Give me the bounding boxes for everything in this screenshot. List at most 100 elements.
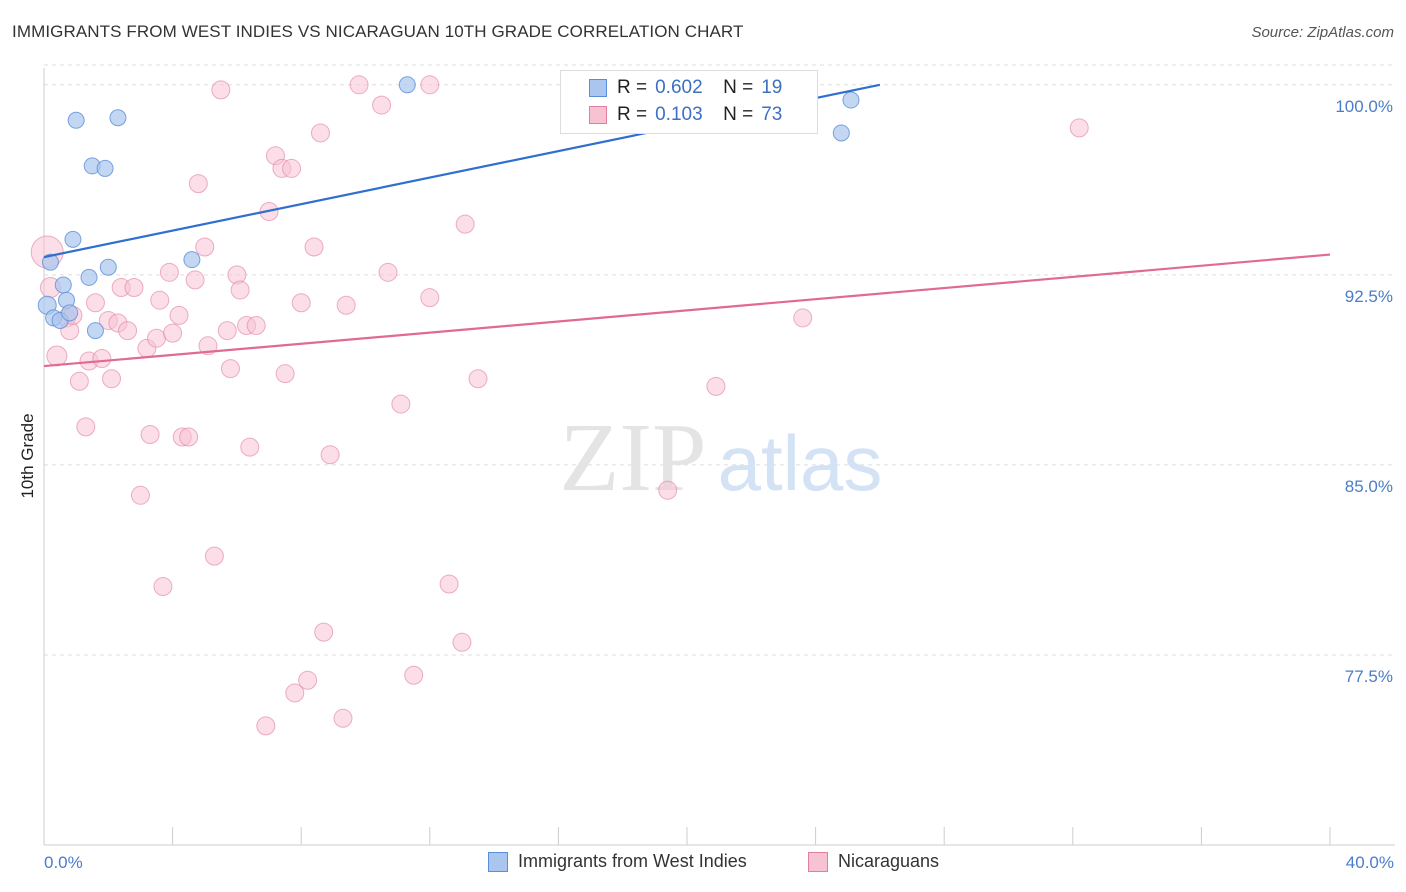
data-point-west-indies — [109, 109, 127, 127]
legend-swatch-blue — [488, 851, 508, 872]
n-label: N = — [723, 104, 754, 125]
data-point-nicaraguans — [150, 290, 170, 310]
legend-swatch-pink — [808, 851, 828, 872]
data-point-nicaraguans — [124, 278, 144, 298]
data-point-west-indies — [832, 124, 850, 142]
data-point-west-indies — [54, 276, 72, 294]
data-point-nicaraguans — [204, 546, 224, 566]
r-label: R = — [617, 104, 648, 125]
data-point-nicaraguans — [230, 280, 250, 300]
data-point-nicaraguans — [220, 359, 240, 379]
legend-label: Nicaraguans — [838, 851, 940, 871]
data-point-west-indies — [61, 304, 79, 322]
data-point-nicaraguans — [291, 293, 311, 313]
data-point-nicaraguans — [452, 632, 472, 652]
data-point-nicaraguans — [336, 295, 356, 315]
y-tick-label: 77.5% — [1344, 666, 1393, 686]
data-point-nicaraguans — [320, 445, 340, 465]
data-point-west-indies — [86, 322, 104, 340]
chart-title: IMMIGRANTS FROM WEST INDIES VS NICARAGUA… — [12, 22, 744, 41]
data-point-nicaraguans — [195, 237, 215, 257]
data-point-nicaraguans — [102, 369, 122, 389]
data-point-nicaraguans — [211, 80, 231, 100]
n-value: 73 — [761, 104, 783, 125]
data-point-nicaraguans — [439, 574, 459, 594]
axes — [43, 68, 1395, 846]
correlation-legend: R = 0.602 N = 19 R = 0.103 N = 73 — [560, 70, 818, 134]
watermark: ZIP atlas — [560, 404, 883, 512]
data-point-nicaraguans — [185, 270, 205, 290]
data-point-west-indies — [398, 76, 416, 94]
data-point-west-indies — [96, 159, 114, 177]
data-point-nicaraguans — [298, 670, 318, 690]
legend-item-west-indies[interactable]: Immigrants from West Indies — [488, 851, 747, 872]
west-indies-points — [37, 76, 860, 340]
trend-line-nicaraguans — [43, 253, 1331, 368]
y-tick-label: 100.0% — [1335, 96, 1393, 116]
data-point-nicaraguans — [179, 427, 199, 447]
data-point-nicaraguans — [455, 214, 475, 234]
data-point-nicaraguans — [378, 262, 398, 282]
data-point-west-indies — [41, 253, 59, 271]
data-point-nicaraguans — [147, 328, 167, 348]
grid-lines — [44, 64, 1395, 656]
data-point-nicaraguans — [85, 293, 105, 313]
data-point-nicaraguans — [404, 665, 424, 685]
data-point-nicaraguans — [314, 622, 334, 642]
data-point-nicaraguans — [188, 174, 208, 194]
data-point-nicaraguans — [246, 316, 266, 336]
x-tick-min: 0.0% — [44, 853, 83, 872]
data-point-nicaraguans — [468, 369, 488, 389]
data-point-nicaraguans — [198, 336, 218, 356]
data-point-nicaraguans — [349, 75, 369, 95]
watermark-atlas: atlas — [718, 419, 883, 507]
data-point-nicaraguans — [420, 288, 440, 308]
data-point-west-indies — [80, 268, 98, 286]
y-tick-label: 85.0% — [1344, 476, 1393, 496]
n-value: 19 — [761, 77, 783, 98]
data-point-nicaraguans — [159, 262, 179, 282]
data-point-nicaraguans — [118, 321, 138, 341]
data-point-nicaraguans — [217, 321, 237, 341]
data-point-west-indies — [842, 91, 860, 109]
watermark-zip: ZIP — [560, 404, 707, 512]
nicaraguans-points — [30, 75, 1089, 736]
data-point-nicaraguans — [285, 683, 305, 703]
data-point-nicaraguans — [153, 577, 173, 597]
data-point-nicaraguans — [333, 708, 353, 728]
legend-item-nicaraguans[interactable]: Nicaraguans — [808, 851, 939, 872]
data-point-nicaraguans — [793, 308, 813, 328]
data-point-nicaraguans — [76, 417, 96, 437]
data-point-west-indies — [64, 230, 82, 248]
data-point-nicaraguans — [140, 424, 160, 444]
legend-swatch-pink — [589, 106, 607, 124]
x-tick-max: 40.0% — [1345, 853, 1394, 872]
data-point-nicaraguans — [372, 95, 392, 115]
r-label: R = — [617, 77, 648, 98]
r-value: 0.103 — [655, 104, 703, 125]
data-point-nicaraguans — [275, 364, 295, 384]
data-point-nicaraguans — [256, 716, 276, 736]
data-point-nicaraguans — [240, 437, 260, 457]
data-point-nicaraguans — [92, 348, 112, 368]
data-point-nicaraguans — [658, 480, 678, 500]
n-label: N = — [723, 77, 754, 98]
data-point-nicaraguans — [304, 237, 324, 257]
data-point-west-indies — [67, 111, 85, 129]
legend-row-west-indies: R = 0.602 N = 19 — [561, 75, 782, 101]
data-point-nicaraguans — [163, 323, 183, 343]
y-tick-label: 92.5% — [1344, 286, 1393, 306]
data-point-west-indies — [99, 258, 117, 276]
legend-label: Immigrants from West Indies — [518, 851, 747, 871]
data-point-nicaraguans — [706, 376, 726, 396]
data-point-nicaraguans — [69, 371, 89, 391]
data-point-nicaraguans — [1069, 118, 1089, 138]
legend-row-nicaraguans: R = 0.103 N = 73 — [561, 102, 782, 128]
data-point-nicaraguans — [169, 305, 189, 325]
data-point-nicaraguans — [420, 75, 440, 95]
source-label: Source: ZipAtlas.com — [1251, 24, 1394, 41]
data-point-nicaraguans — [282, 158, 302, 178]
data-point-nicaraguans — [46, 345, 68, 367]
legend-swatch-blue — [589, 79, 607, 97]
